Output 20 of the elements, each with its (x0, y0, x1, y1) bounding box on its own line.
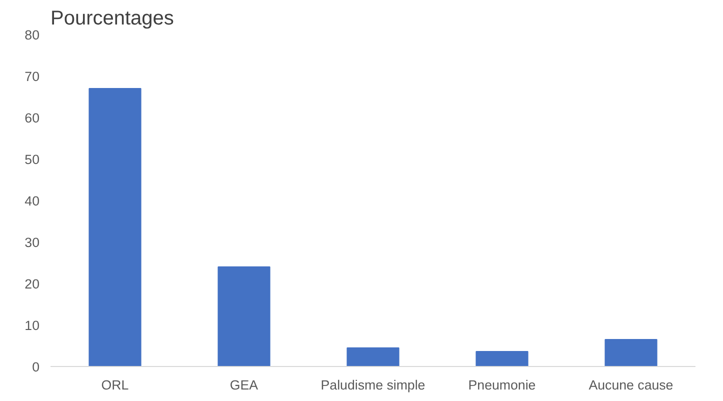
y-tick-label: 60 (24, 110, 40, 126)
x-tick-label: ORL (101, 378, 129, 392)
chart-title: Pourcentages (50, 8, 174, 30)
y-tick-label: 80 (24, 28, 40, 42)
bar (218, 266, 270, 366)
x-tick-label: Aucune cause (588, 378, 674, 392)
y-tick-label: 30 (24, 235, 40, 250)
y-tick-label: 0 (32, 360, 40, 374)
x-tick-label: Pneumonie (468, 378, 536, 392)
x-tick-label: GEA (230, 378, 258, 392)
bar (604, 339, 658, 366)
y-tick-label: 50 (24, 152, 40, 167)
y-tick-label: 70 (24, 69, 40, 84)
bar (476, 351, 528, 366)
x-tick-label: Paludisme simple (320, 378, 426, 392)
y-tick-label: 40 (24, 194, 40, 208)
bar (88, 88, 142, 366)
bar (346, 347, 400, 366)
y-tick-label: 10 (24, 318, 40, 333)
y-tick-label: 20 (24, 276, 40, 292)
